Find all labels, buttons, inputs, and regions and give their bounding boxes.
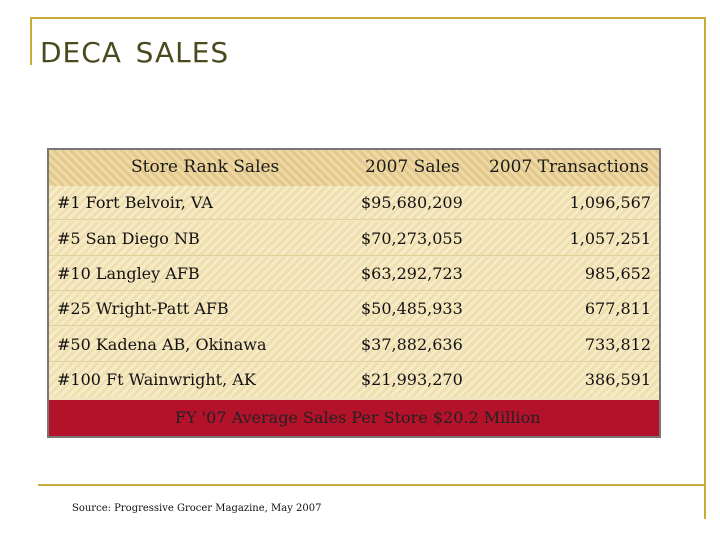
cell-transactions: 1,057,251 [569, 229, 651, 248]
header-store: Store Rank Sales [131, 157, 280, 177]
table-row: #5 San Diego NB $70,273,055 1,057,251 [49, 222, 659, 256]
cell-store: #100 Ft Wainwright, AK [57, 370, 256, 389]
cell-store: #50 Kadena AB, Okinawa [57, 335, 267, 354]
page-title-text: DECA Sales [40, 26, 230, 72]
header-sales: 2007 Sales [365, 157, 460, 177]
cell-transactions: 733,812 [584, 335, 651, 354]
row-divider [49, 361, 659, 362]
cell-transactions: 677,811 [584, 299, 651, 318]
average-sales-banner: FY '07 Average Sales Per Store $20.2 Mil… [49, 400, 659, 436]
table-row: #50 Kadena AB, Okinawa $37,882,636 733,8… [49, 328, 659, 362]
cell-sales: $37,882,636 [361, 335, 463, 354]
cell-store: #10 Langley AFB [57, 264, 200, 283]
sales-table: Store Rank Sales 2007 Sales 2007 Transac… [47, 148, 661, 438]
frame-left-line [30, 17, 32, 65]
page-title: DECA Sales [40, 26, 229, 72]
cell-sales: $50,485,933 [361, 299, 463, 318]
frame-right-line [704, 17, 706, 519]
cell-sales: $70,273,055 [361, 229, 463, 248]
cell-sales: $95,680,209 [361, 193, 463, 212]
average-sales-text: FY '07 Average Sales Per Store $20.2 Mil… [175, 408, 541, 427]
cell-transactions: 386,591 [584, 370, 651, 389]
table-row: #100 Ft Wainwright, AK $21,993,270 386,5… [49, 363, 659, 397]
source-citation: Source: Progressive Grocer Magazine, May… [72, 503, 322, 514]
row-divider [49, 325, 659, 326]
cell-sales: $21,993,270 [361, 370, 463, 389]
row-divider [49, 219, 659, 220]
cell-transactions: 985,652 [584, 264, 651, 283]
header-transactions: 2007 Transactions [489, 157, 649, 177]
cell-store: #25 Wright-Patt AFB [57, 299, 229, 318]
cell-store: #1 Fort Belvoir, VA [57, 193, 213, 212]
row-divider [49, 290, 659, 291]
table-row: #1 Fort Belvoir, VA $95,680,209 1,096,56… [49, 186, 659, 220]
cell-store: #5 San Diego NB [57, 229, 200, 248]
table-row: #25 Wright-Patt AFB $50,485,933 677,811 [49, 292, 659, 326]
table-row: #10 Langley AFB $63,292,723 985,652 [49, 257, 659, 291]
row-divider [49, 255, 659, 256]
cell-transactions: 1,096,567 [569, 193, 651, 212]
table-header-row: Store Rank Sales 2007 Sales 2007 Transac… [49, 150, 659, 186]
cell-sales: $63,292,723 [361, 264, 463, 283]
frame-top-line [30, 17, 705, 19]
frame-bottom-line [38, 484, 706, 486]
